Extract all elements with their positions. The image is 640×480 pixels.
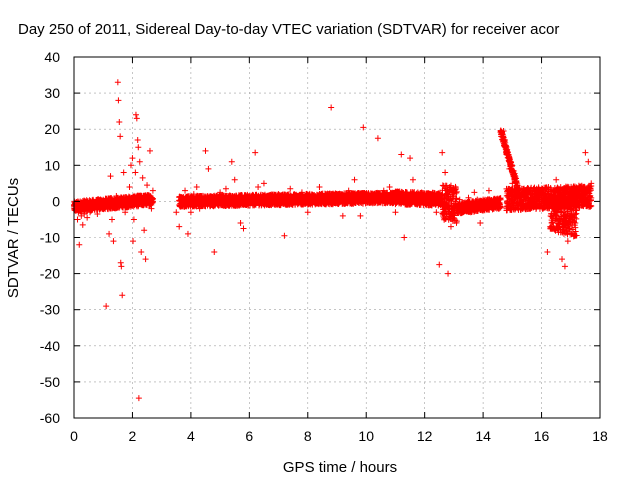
data-point [106,230,113,237]
data-point [133,115,140,122]
data-point [79,221,86,228]
data-point [142,256,149,263]
data-point [129,155,136,162]
data-point [145,194,152,201]
data-point [139,174,146,181]
data-point [572,199,579,206]
data-point [97,205,104,212]
data-point [149,187,156,194]
data-point [126,183,133,190]
data-point [554,209,561,216]
data-point [75,209,82,216]
data-point [148,205,155,212]
data-point [111,200,118,207]
data-point [73,202,80,209]
data-point [453,188,460,195]
data-point [442,215,449,222]
data-point [85,203,92,210]
data-point [588,194,595,201]
data-point [123,196,130,203]
data-point [135,144,142,151]
data-point [117,259,124,266]
data-point [120,169,127,176]
data-point [119,292,126,299]
data-point [176,223,183,230]
data-point [136,158,143,165]
data-point [453,195,460,202]
data-point [94,211,101,218]
data-point [179,194,186,201]
data-point [132,169,139,176]
data-point [125,202,132,209]
data-point [497,195,504,202]
data-point [453,218,460,225]
data-point [91,202,98,209]
data-point [130,216,137,223]
data-point [182,187,189,194]
data-point [173,209,180,216]
data-point [135,395,142,402]
data-point [114,79,121,86]
data-point [144,182,151,189]
data-point [100,200,107,207]
data-point [113,192,120,199]
data-point [187,209,194,216]
data-points [71,79,595,402]
data-point [190,191,197,198]
data-point [74,216,81,223]
data-point [81,211,88,218]
grid [74,57,600,418]
data-point [149,195,156,202]
data-point [110,238,117,245]
chart-title: Day 250 of 2011, Sidereal Day-to-day VTE… [18,21,559,38]
data-point [138,248,145,255]
data-point [184,230,191,237]
data-point [130,238,137,245]
data-point [134,137,141,144]
data-point [132,111,139,118]
data-point [127,162,134,169]
data-point [550,222,557,229]
data-point [104,205,111,212]
data-point [573,232,580,239]
data-point [573,207,580,214]
data-point [497,204,504,211]
data-point [108,216,115,223]
data-point [573,215,580,222]
data-point [146,147,153,154]
data-point [103,303,110,310]
data-point [118,263,125,270]
data-point [84,214,91,221]
data-point [116,118,123,125]
data-point [88,207,95,214]
data-point [76,205,83,212]
data-point [115,97,122,104]
data-point [588,203,595,210]
data-point [76,241,83,248]
data-point [122,209,129,216]
data-point [141,227,148,234]
data-point [107,173,114,180]
data-point [117,133,124,140]
